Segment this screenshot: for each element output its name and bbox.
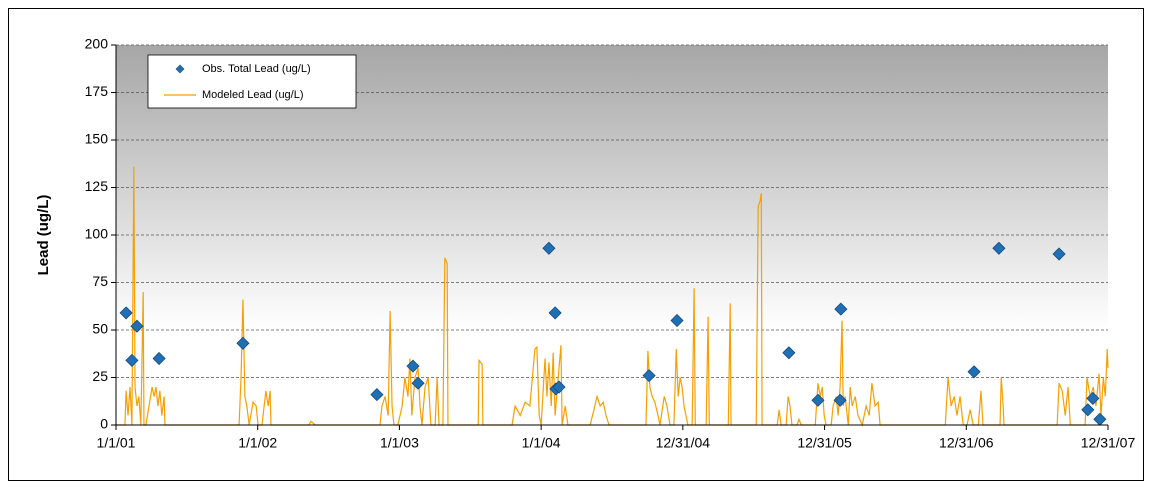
observed-point (130, 319, 144, 333)
observed-point (642, 369, 656, 383)
y-tick-label: 100 (85, 226, 109, 242)
legend-label: Obs. Total Lead (ug/L) (202, 63, 311, 75)
legend: Obs. Total Lead (ug/L) Modeled Lead (ug/L… (147, 54, 357, 109)
observed-point (1086, 391, 1100, 405)
x-tick-label: 1/1/02 (238, 435, 277, 451)
observed-point (782, 346, 796, 360)
y-tick-label: 175 (85, 83, 109, 99)
observed-point (370, 388, 384, 402)
legend-marker (175, 64, 185, 74)
observed-point (119, 306, 133, 320)
observed-point (552, 380, 566, 394)
y-tick-label: 150 (85, 131, 109, 147)
y-axis-title: Lead (ug/L) (35, 195, 52, 276)
observed-point (125, 353, 139, 367)
observed-point (1081, 403, 1095, 417)
x-tick-label: 1/1/01 (97, 435, 136, 451)
observed-point (236, 336, 250, 350)
observed-point (406, 359, 420, 373)
x-tick-label: 12/31/04 (656, 435, 711, 451)
x-tick-label: 12/31/07 (1081, 435, 1136, 451)
axes: 0 25 50 75 100 125 150 175 200 1/1/01 1/1/02 1/1/03… (85, 36, 1136, 451)
y-tick-label: 75 (92, 273, 108, 289)
observed-point (833, 393, 847, 407)
y-tick-label: 25 (92, 368, 108, 384)
observed-point (967, 365, 981, 379)
x-tick-label: 12/31/06 (939, 435, 994, 451)
x-tick-label: 1/1/04 (522, 435, 561, 451)
observed-point (542, 241, 556, 255)
x-tick-label: 1/1/03 (380, 435, 419, 451)
legend-label: Modeled Lead (ug/L) (202, 89, 304, 101)
observed-point (152, 351, 166, 366)
observed-point (670, 313, 684, 328)
y-tick-label: 125 (85, 178, 109, 194)
observed-point (992, 241, 1006, 255)
observed-point (548, 306, 562, 320)
observed-point (1052, 247, 1066, 261)
y-tick-label: 0 (100, 416, 108, 432)
observed-point (834, 302, 848, 316)
x-tick-label: 12/31/05 (797, 435, 852, 451)
y-tick-label: 200 (85, 36, 109, 52)
y-tick-label: 50 (92, 321, 108, 337)
legend-box (147, 54, 357, 109)
observed-point (411, 376, 425, 390)
observed-point (811, 393, 825, 407)
